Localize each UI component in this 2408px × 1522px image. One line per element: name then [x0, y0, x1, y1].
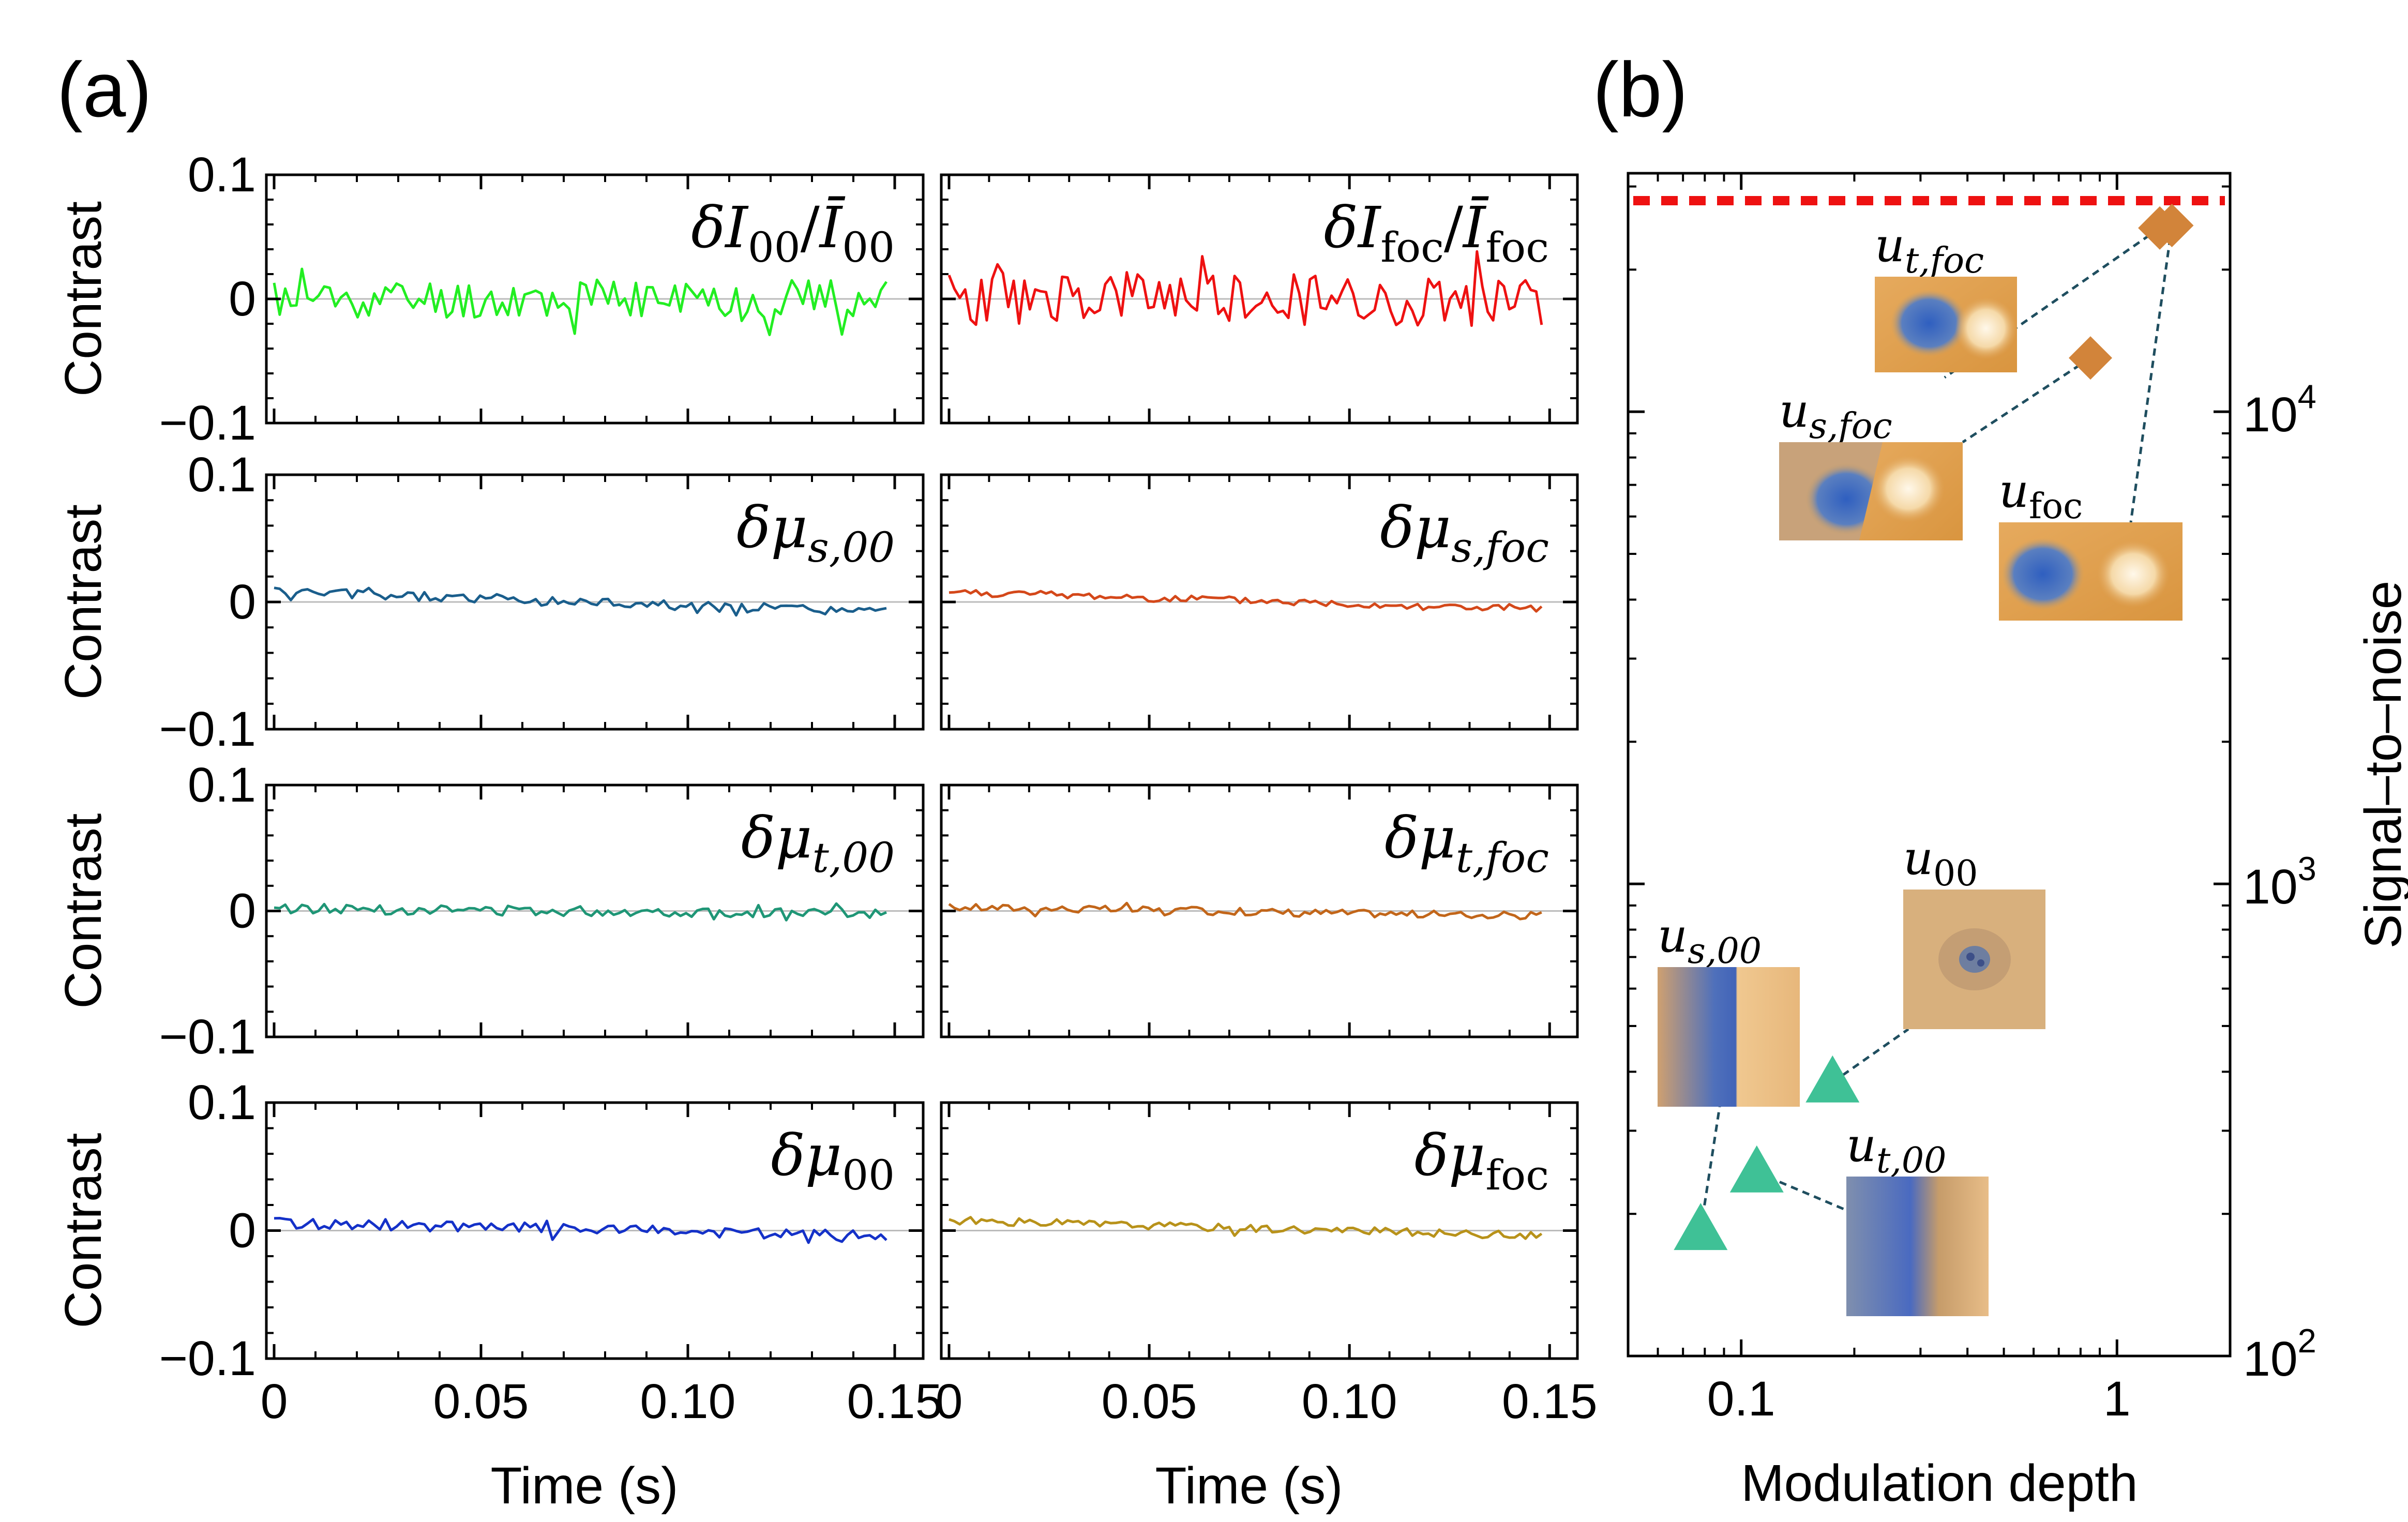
panel-label-b: (b) [1593, 46, 1688, 133]
subplot-1: 0.1 0 −0.1 Contrast δI00/Ī00 [54, 147, 925, 450]
y-tick-label: 0.1 [188, 147, 256, 202]
y-tick-label: −0.1 [159, 1331, 256, 1386]
x-axis-label: Time (s) [1155, 1457, 1343, 1515]
y-axis-label: Contrast [54, 813, 112, 1008]
x-tick-label: 0.10 [640, 1374, 736, 1429]
y-tick-label: 0 [229, 575, 256, 629]
x-axis-label: Modulation depth [1741, 1454, 2138, 1512]
y-tick-label: 0 [229, 1203, 256, 1258]
y-tick-label: −0.1 [159, 702, 256, 757]
series-00: us,00 ut,00 u00 [1658, 831, 1978, 1250]
y-tick-label: 0.1 [188, 447, 256, 502]
y-axis-label: Signal–to–noise [2354, 581, 2408, 949]
x-tick-label: 0.05 [1102, 1374, 1197, 1429]
x-tick-label: 0.05 [433, 1374, 529, 1429]
series-foc: ut,foc ufoc us,foc [1779, 204, 2194, 527]
y-tick-label: 0 [229, 884, 256, 939]
thumbnail-label: ut,00 [1846, 1118, 1946, 1181]
series-label: δμfoc [1414, 1122, 1549, 1199]
series-line [948, 901, 1542, 921]
series-line [947, 250, 1543, 327]
thumbnail-label: us,00 [1658, 909, 1762, 972]
series-label: δμs,foc [1380, 494, 1549, 571]
series-label: δμt,00 [741, 805, 895, 882]
y-axis-label: Contrast [54, 201, 112, 397]
series-line [274, 586, 887, 617]
series-line [273, 267, 888, 336]
y-tick-label: −0.1 [159, 1009, 256, 1064]
series-label: δI00/Ī00 [691, 194, 895, 272]
subplot-8: 0 0.05 0.10 0.15 Time (s) δμfoc [936, 1101, 1598, 1515]
thumbnail-label: u00 [1903, 831, 1978, 894]
leader-line [1699, 1106, 1721, 1230]
leader-line [1831, 1028, 1909, 1083]
leader-line [1944, 227, 2161, 379]
series-label: δμs,00 [736, 494, 895, 571]
x-tick-label: 0.10 [1302, 1374, 1397, 1429]
point-diamond [2150, 204, 2194, 248]
y-axis-label: Contrast [54, 1133, 112, 1328]
series-line [274, 902, 887, 922]
x-tick-label: 1 [2103, 1372, 2131, 1426]
thumbnail-label: ufoc [1999, 464, 2083, 527]
x-tick-label: 0 [936, 1374, 963, 1429]
subplot-3: 0.1 0 −0.1 Contrast δμs,00 [54, 447, 925, 757]
thumbnail-u-t-00 [1846, 1177, 1989, 1316]
y-tick-label: 0 [229, 272, 256, 326]
x-axis-label: Time (s) [491, 1457, 679, 1515]
subplot-4: δμs,foc [940, 473, 1579, 731]
leader-line [2129, 225, 2173, 523]
thumbnail-label: ut,foc [1875, 218, 1984, 281]
x-tick-label: 0.15 [1502, 1374, 1598, 1429]
axes-frame [1627, 172, 2232, 1358]
y-axis-label: Contrast [54, 504, 112, 700]
subplot-2: δIfoc/Īfoc [940, 173, 1579, 425]
series-label: δμt,foc [1384, 805, 1549, 882]
thumbnail-label: us,foc [1779, 384, 1892, 447]
point-triangle [1729, 1145, 1784, 1193]
series-line [949, 589, 1543, 613]
leader-line [1962, 357, 2091, 444]
panel-label-a: (a) [57, 46, 152, 133]
y-tick-label: 0.1 [188, 758, 256, 812]
thumbnail-u-s-00 [1658, 967, 1800, 1107]
series-line [949, 1216, 1543, 1240]
x-tick-label: 0.15 [847, 1374, 943, 1429]
subplot-5: 0.1 0 −0.1 Contrast δμt,00 [54, 758, 925, 1064]
thumbnail-u-00 [1903, 890, 2045, 1029]
point-triangle [1674, 1203, 1728, 1250]
y-tick-label: 103 [2243, 850, 2316, 914]
x-tick-label: 0.1 [1707, 1372, 1775, 1426]
thumbnail-u-s-foc [1779, 442, 1963, 540]
x-tick-label: 0 [261, 1374, 288, 1429]
y-tick-label: 0.1 [188, 1075, 256, 1130]
point-diamond [2069, 336, 2113, 380]
y-tick-label: −0.1 [159, 396, 256, 450]
panel-b-scatter: 0.1 1 Modulation depth 102 103 104 Signal–to–n… [1627, 172, 2408, 1512]
thumbnail-u-t-foc [1875, 277, 2017, 372]
series-label: δIfoc/Īfoc [1324, 194, 1549, 272]
y-tick-label: 102 [2243, 1322, 2316, 1387]
point-triangle [1805, 1055, 1860, 1103]
subplot-6: δμt,foc [940, 783, 1579, 1038]
y-tick-label: 104 [2243, 378, 2316, 442]
series-line [274, 1217, 887, 1244]
thumbnail-u-foc [1999, 522, 2183, 621]
series-label: δμ00 [771, 1122, 895, 1199]
